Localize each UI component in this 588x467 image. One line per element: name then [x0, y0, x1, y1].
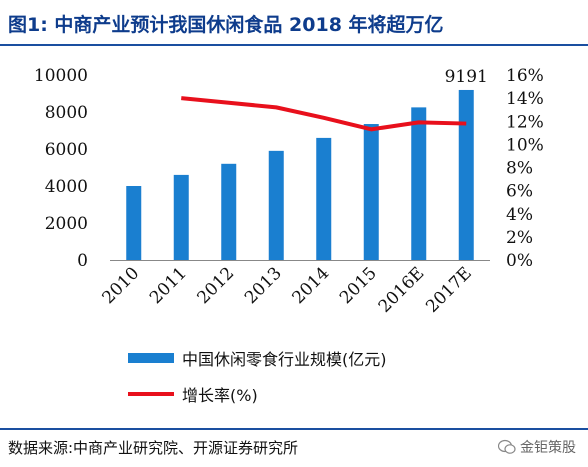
left-axis-tick-label: 2000 [45, 214, 88, 234]
watermark: 金钜策股 [498, 437, 576, 457]
right-axis-tick-label: 0% [506, 251, 533, 271]
left-axis-tick-label: 8000 [45, 103, 88, 123]
legend-item-scale: 中国休闲零食行业规模(亿元) [128, 347, 568, 369]
figure-title: 图1: 中商产业预计我国休闲食品 2018 年将超万亿 [8, 14, 444, 36]
watermark-text: 金钜策股 [520, 440, 576, 456]
legend: 中国休闲零食行业规模(亿元) 增长率(%) [128, 347, 568, 419]
right-axis-tick-label: 6% [506, 182, 533, 202]
source-note: 数据来源:中商产业研究院、开源证券研究所 [8, 439, 299, 457]
x-tick-label-2014: 2014 [289, 263, 334, 308]
bar-2014 [316, 137, 332, 260]
source-divider [0, 428, 588, 430]
legend-line-swatch [128, 392, 174, 396]
legend-label-scale: 中国休闲零食行业规模(亿元) [182, 350, 387, 369]
right-axis-tick-label: 2% [506, 228, 533, 248]
right-axis-tick-label: 16% [506, 66, 544, 86]
right-axis-tick-label: 10% [506, 135, 544, 155]
combo-chart: 0 2000 4000 6000 8000 10000 0% 2% 4% 6% 8% 10% 12% 14… [34, 66, 544, 317]
wechat-icon [498, 439, 516, 454]
right-axis-tick-label: 4% [506, 205, 533, 225]
bar-2016E [411, 107, 427, 260]
left-axis-tick-label: 6000 [45, 140, 88, 160]
bar-2011 [173, 174, 189, 260]
legend-bar-swatch [128, 353, 174, 363]
legend-label-growth: 增长率(%) [182, 386, 258, 405]
data-label-2017E: 9191 [445, 67, 488, 87]
x-tick-label-2011: 2011 [146, 263, 191, 308]
right-axis-tick-label: 8% [506, 159, 533, 179]
x-tick-label-2017E: 2017E [422, 263, 476, 317]
right-axis-tick-label: 14% [506, 89, 544, 109]
left-axis-tick-label: 0 [77, 251, 88, 271]
bar-2012 [221, 163, 237, 260]
bar-2013 [268, 150, 284, 260]
x-tick-label-2015: 2015 [336, 263, 381, 308]
left-axis-tick-label: 10000 [34, 66, 88, 86]
title-divider [0, 44, 588, 46]
bar-2015 [363, 124, 379, 261]
x-tick-label-2012: 2012 [194, 263, 239, 308]
x-tick-label-2016E: 2016E [375, 263, 429, 317]
legend-item-growth: 增长率(%) [128, 383, 568, 405]
bar-2010 [126, 186, 142, 260]
x-tick-label-2013: 2013 [241, 263, 286, 308]
x-tick-label-2010: 2010 [99, 263, 144, 308]
left-axis-tick-label: 4000 [45, 177, 88, 197]
right-axis-tick-label: 12% [506, 112, 544, 132]
bar-2017E [458, 89, 474, 261]
